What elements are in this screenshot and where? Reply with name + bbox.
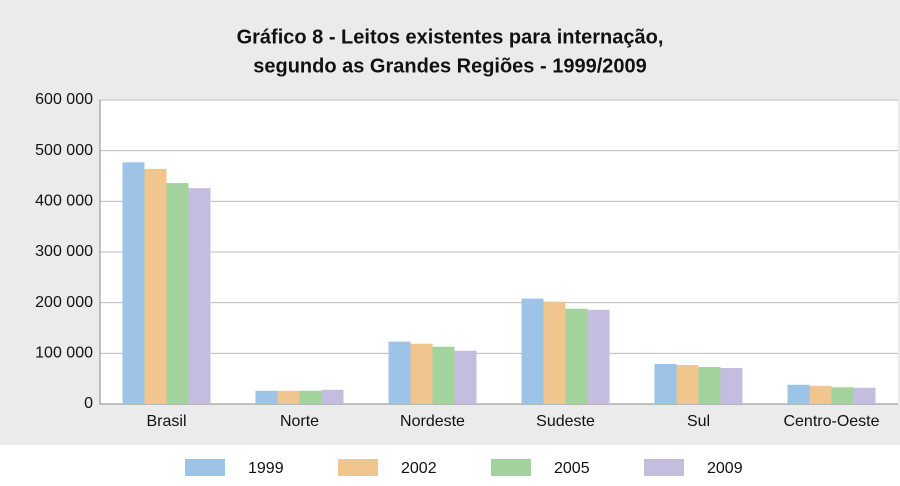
bar [676,364,699,404]
bar [432,346,455,404]
bar [144,168,167,404]
bar [454,350,477,404]
legend-swatch [185,459,225,476]
bar [410,343,433,404]
bar [166,183,189,404]
y-tick-label: 300 000 [35,243,93,260]
x-tick-label: Norte [280,413,319,430]
x-tick-label: Nordeste [400,413,465,430]
legend-swatch [491,459,531,476]
y-tick-label: 200 000 [35,294,93,311]
legend-swatch [338,459,378,476]
legend-label: 1999 [248,460,284,477]
bar [565,308,588,404]
bar [587,309,610,404]
bar [255,390,278,404]
x-tick-label: Brasil [146,413,186,430]
bar [787,384,810,404]
bar [654,363,677,404]
bar [853,387,876,404]
bar [388,341,411,404]
chart-title: segundo as Grandes Regiões - 1999/2009 [253,55,647,77]
y-tick-label: 0 [84,395,93,412]
bar [521,298,544,404]
bar [809,385,832,404]
legend-label: 2005 [554,460,590,477]
y-tick-label: 500 000 [35,142,93,159]
y-tick-label: 400 000 [35,193,93,210]
x-tick-label: Sul [687,413,710,430]
bar [698,367,721,404]
bar [188,188,211,404]
bar [831,387,854,404]
chart-title: Gráfico 8 - Leitos existentes para inter… [237,26,664,48]
y-tick-label: 600 000 [35,91,93,108]
bar [321,389,344,404]
x-tick-label: Centro-Oeste [783,413,879,430]
bar [277,390,300,404]
bar [122,162,145,404]
legend-label: 2002 [401,460,437,477]
bar [543,301,566,404]
bar [720,368,743,404]
bar [299,390,322,404]
x-tick-label: Sudeste [536,413,595,430]
y-tick-label: 100 000 [35,345,93,362]
legend-label: 2009 [707,460,743,477]
legend-swatch [644,459,684,476]
